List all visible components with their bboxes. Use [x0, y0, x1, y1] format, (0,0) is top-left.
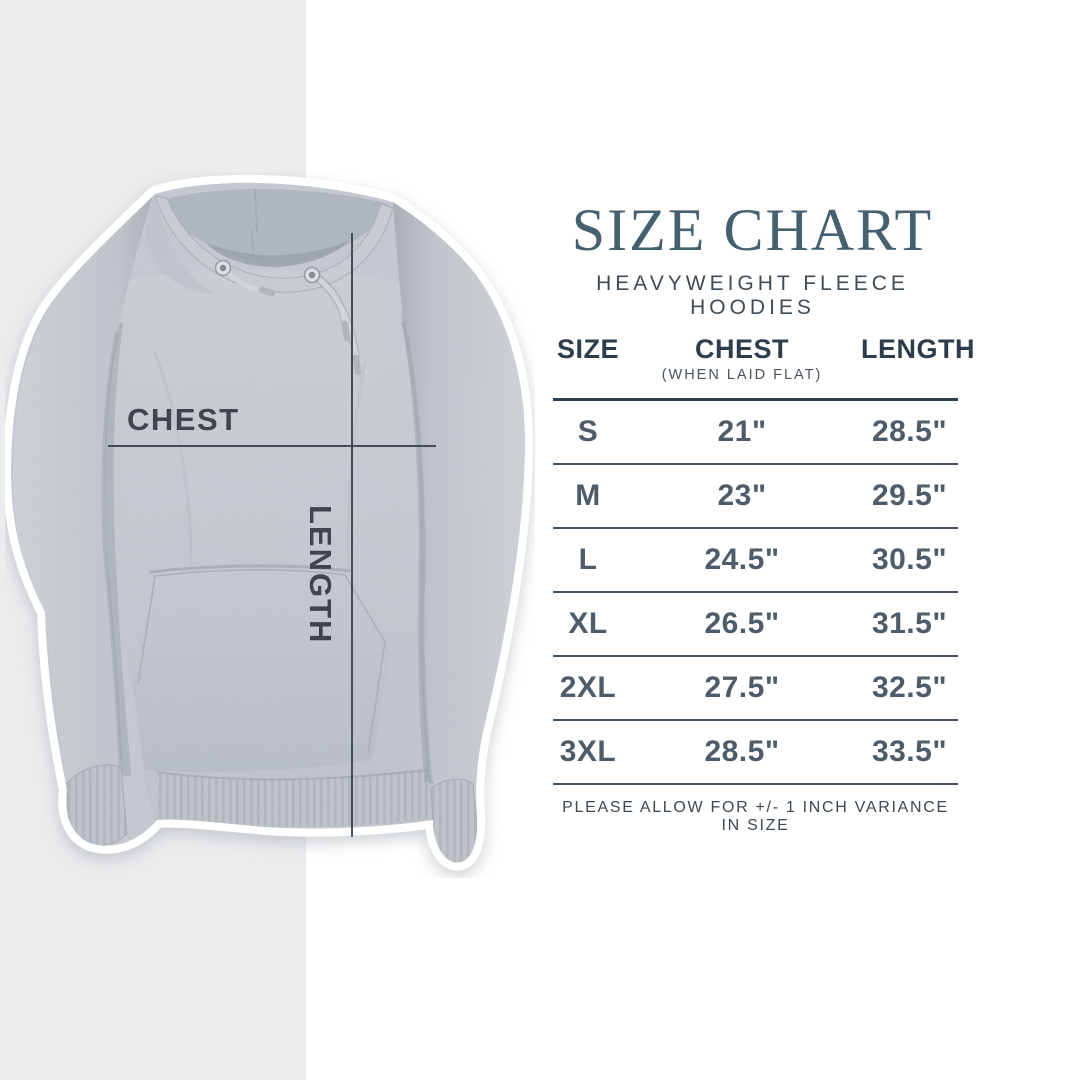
- table-footnote: PLEASE ALLOW FOR +/- 1 INCH VARIANCE IN …: [562, 799, 949, 834]
- cell-length: 28.5": [871, 415, 948, 448]
- cell-size: 3XL: [559, 735, 617, 768]
- cell-length: 30.5": [871, 543, 948, 576]
- cell-size: 2XL: [559, 671, 617, 704]
- chest-measure-label: CHEST: [127, 402, 240, 437]
- length-measure-line: [351, 233, 353, 837]
- cell-length: 33.5": [871, 735, 948, 768]
- page-subtitle: HEAVYWEIGHT FLEECE HOODIES: [596, 272, 909, 319]
- column-header-length: LENGTH: [861, 334, 975, 364]
- cell-length: 32.5": [871, 671, 948, 704]
- cell-length: 31.5": [871, 607, 948, 640]
- cell-chest: 28.5": [704, 735, 780, 768]
- column-header-size: SIZE: [556, 334, 619, 364]
- column-header-chest-note: (WHEN LAID FLAT): [661, 367, 823, 383]
- cell-size: M: [575, 479, 601, 512]
- cell-size: XL: [568, 607, 608, 640]
- table-row: M 23" 29.5": [553, 465, 958, 529]
- page-title: SIZE CHART: [571, 197, 934, 263]
- chest-measure-line: [108, 445, 436, 447]
- cell-chest: 21": [717, 415, 767, 448]
- table-row: S 21" 28.5": [553, 401, 958, 465]
- cell-chest: 23": [717, 479, 767, 512]
- cell-length: 29.5": [871, 479, 948, 512]
- cell-chest: 26.5": [704, 607, 780, 640]
- column-header-chest: CHEST (WHEN LAID FLAT): [623, 334, 861, 398]
- hoodie-illustration: [5, 172, 535, 878]
- cell-size: L: [578, 543, 598, 576]
- table-row: L 24.5" 30.5": [553, 529, 958, 593]
- table-row: 3XL 28.5" 33.5": [553, 721, 958, 785]
- hoodie-photo: CHEST LENGTH: [0, 0, 545, 1080]
- cell-chest: 27.5": [704, 671, 780, 704]
- table-header-row: SIZE CHEST (WHEN LAID FLAT) LENGTH: [553, 334, 975, 401]
- cell-size: S: [577, 415, 599, 448]
- table-row: XL 26.5" 31.5": [553, 593, 958, 657]
- size-table: SIZE CHEST (WHEN LAID FLAT) LENGTH S 21"…: [553, 334, 975, 835]
- cell-chest: 24.5": [704, 543, 780, 576]
- table-row: 2XL 27.5" 32.5": [553, 657, 958, 721]
- length-measure-label: LENGTH: [303, 505, 338, 645]
